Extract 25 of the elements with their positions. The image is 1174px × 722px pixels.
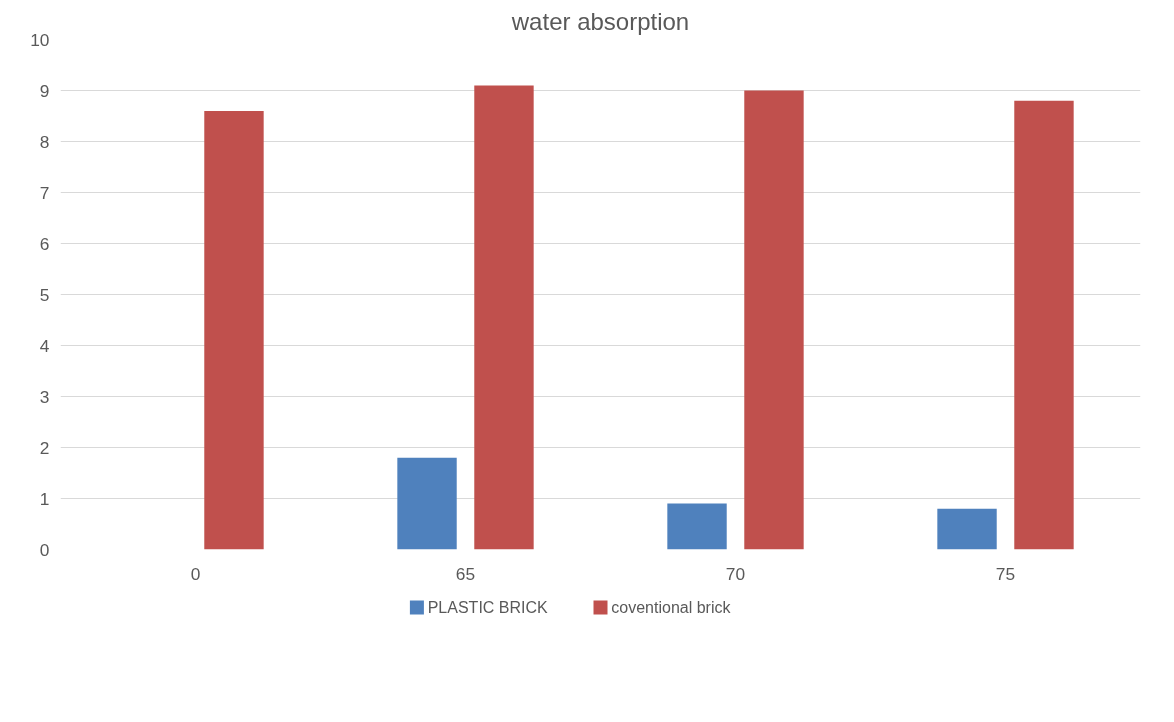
- y-tick-label: 0: [39, 539, 50, 560]
- y-tick-label: 1: [39, 488, 50, 509]
- y-tick-label: 2: [39, 437, 50, 458]
- y-tick-label: 9: [39, 80, 50, 101]
- bar: [397, 457, 457, 550]
- bar: [937, 508, 997, 550]
- bar: [474, 85, 534, 550]
- y-tick-label: 6: [39, 233, 50, 254]
- bar: [667, 503, 727, 550]
- y-tick-label: 5: [39, 284, 50, 305]
- bar: [204, 110, 264, 550]
- legend-label: coventional brick: [611, 599, 732, 616]
- x-tick-label: 70: [725, 563, 746, 584]
- y-tick-label: 10: [30, 29, 50, 50]
- y-tick-label: 8: [39, 131, 50, 152]
- bar: [744, 90, 804, 550]
- y-tick-label: 4: [39, 335, 50, 356]
- y-tick-label: 7: [39, 182, 50, 203]
- y-tick-label: 3: [39, 386, 50, 407]
- x-tick-label: 0: [190, 563, 201, 584]
- x-tick-label: 75: [995, 563, 1016, 584]
- bar: [1014, 100, 1074, 550]
- x-tick-label: 65: [455, 563, 476, 584]
- chart-title: water absorption: [510, 7, 690, 35]
- legend-label: PLASTIC BRICK: [427, 599, 549, 616]
